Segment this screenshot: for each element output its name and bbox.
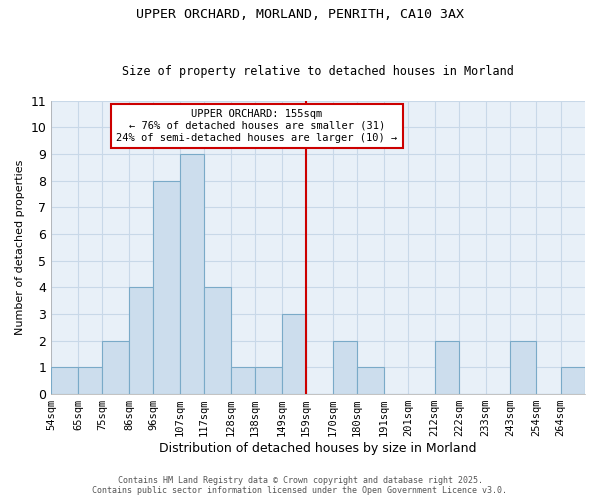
Bar — [510, 340, 536, 394]
Text: UPPER ORCHARD: 155sqm
← 76% of detached houses are smaller (31)
24% of semi-deta: UPPER ORCHARD: 155sqm ← 76% of detached … — [116, 110, 397, 142]
X-axis label: Distribution of detached houses by size in Morland: Distribution of detached houses by size … — [160, 442, 477, 455]
Text: Contains HM Land Registry data © Crown copyright and database right 2025.
Contai: Contains HM Land Registry data © Crown c… — [92, 476, 508, 495]
Bar — [180, 154, 204, 394]
Bar — [333, 340, 357, 394]
Bar — [153, 180, 180, 394]
Text: UPPER ORCHARD, MORLAND, PENRITH, CA10 3AX: UPPER ORCHARD, MORLAND, PENRITH, CA10 3A… — [136, 8, 464, 20]
Y-axis label: Number of detached properties: Number of detached properties — [15, 160, 25, 335]
Bar — [129, 288, 153, 394]
Bar — [204, 288, 231, 394]
Bar — [561, 368, 585, 394]
Bar — [102, 340, 129, 394]
Bar — [231, 368, 255, 394]
Bar — [357, 368, 383, 394]
Bar — [51, 368, 78, 394]
Title: Size of property relative to detached houses in Morland: Size of property relative to detached ho… — [122, 66, 514, 78]
Bar — [282, 314, 306, 394]
Bar — [78, 368, 102, 394]
Bar — [434, 340, 459, 394]
Bar — [255, 368, 282, 394]
